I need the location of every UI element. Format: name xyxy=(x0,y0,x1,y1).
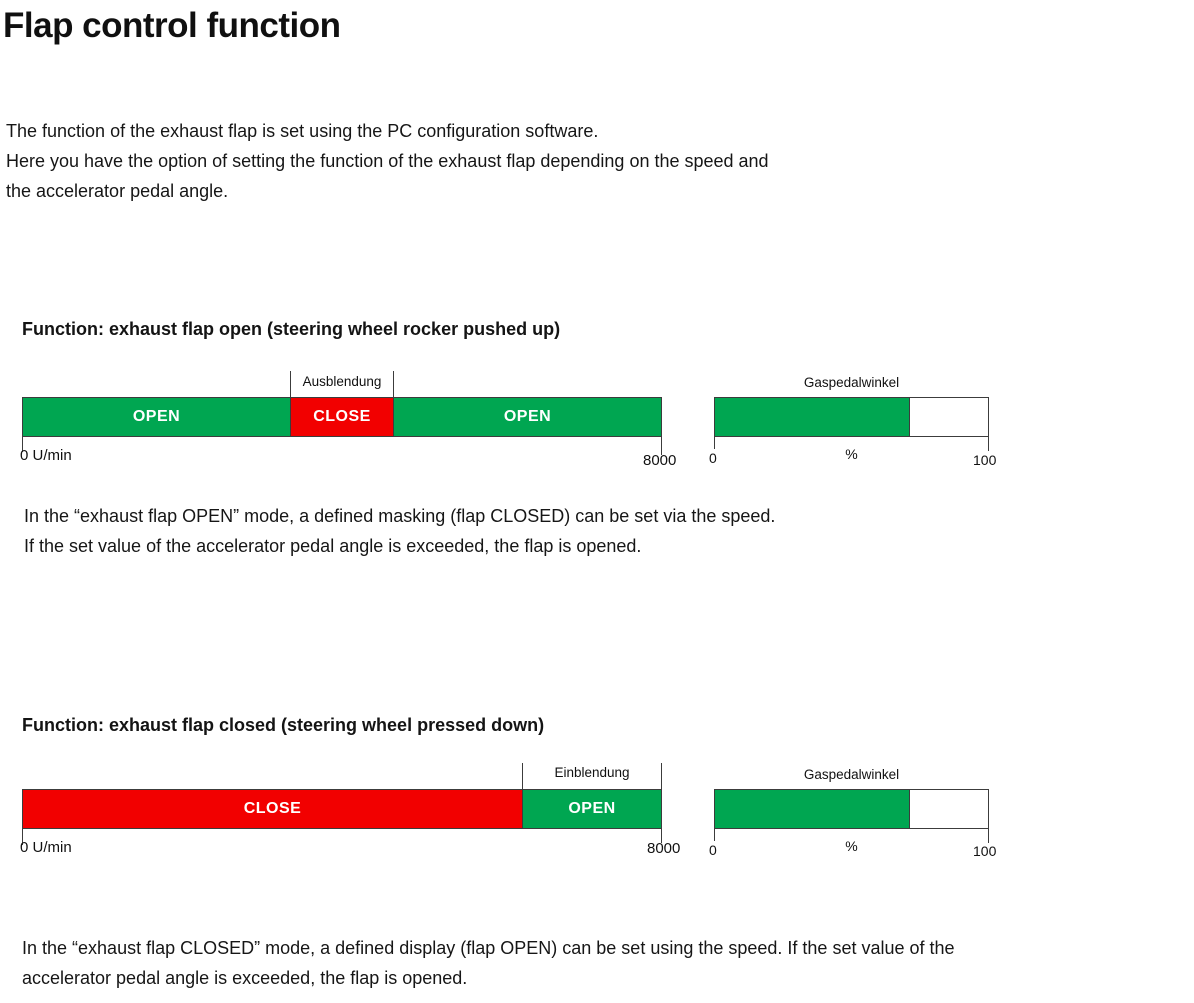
pedal-axis-end: 100 xyxy=(973,452,997,468)
pedal-axis-mid: % xyxy=(845,446,858,462)
pedal-axis-tick-end xyxy=(988,828,989,843)
axis-tick-start xyxy=(22,828,23,845)
gaspedalwinkel-label: Gaspedalwinkel xyxy=(803,375,900,390)
axis-tick-end xyxy=(661,828,662,843)
section-close-heading: Function: exhaust flap closed (steering … xyxy=(22,715,545,735)
pedal-axis-end: 100 xyxy=(973,843,997,859)
page-title: Flap control function xyxy=(3,6,341,45)
ausblendung-label: Ausblendung xyxy=(302,374,382,389)
bar-segment-open: OPEN xyxy=(522,790,661,828)
pedal-bar-fill xyxy=(715,398,910,436)
segment-label: CLOSE xyxy=(313,408,371,425)
pedal-bar-fill xyxy=(715,790,910,828)
pedal-axis-mid: % xyxy=(845,838,858,854)
display-start-tick xyxy=(522,763,523,789)
segment-label: OPEN xyxy=(503,408,552,425)
caption-open: In the “exhaust flap OPEN” mode, a defin… xyxy=(24,506,776,556)
pedal-axis-start: 0 xyxy=(709,450,717,466)
bar-segment-open: OPEN xyxy=(393,398,661,436)
bar-segment-close: CLOSE xyxy=(23,790,522,828)
mask-end-tick xyxy=(393,371,394,397)
axis-tick-start xyxy=(22,436,23,452)
speed-bar-close: CLOSE OPEN xyxy=(22,789,662,829)
axis-label-end: 8000 xyxy=(643,452,677,469)
segment-label: CLOSE xyxy=(243,800,302,817)
pedal-bar-close xyxy=(714,789,989,829)
segment-label: OPEN xyxy=(568,800,616,817)
pedal-axis-tick-start xyxy=(714,828,715,841)
pedal-bar-open xyxy=(714,397,989,437)
axis-label-start: 0 U/min xyxy=(20,447,72,464)
axis-tick-end xyxy=(661,436,662,455)
caption-close: In the “exhaust flap CLOSED” mode, a def… xyxy=(22,938,955,988)
section-open-heading: Function: exhaust flap open (steering wh… xyxy=(22,319,561,339)
pedal-axis-tick-start xyxy=(714,436,715,449)
bar-segment-open: OPEN xyxy=(23,398,290,436)
pedal-axis-tick-end xyxy=(988,436,989,451)
bar-segment-close: CLOSE xyxy=(290,398,393,436)
axis-label-start: 0 U/min xyxy=(20,839,72,856)
gaspedalwinkel-label: Gaspedalwinkel xyxy=(803,767,900,782)
segment-label: OPEN xyxy=(132,408,181,425)
display-end-tick xyxy=(661,763,662,789)
einblendung-label: Einblendung xyxy=(554,765,630,780)
speed-bar-open: OPEN CLOSE OPEN xyxy=(22,397,662,437)
pedal-axis-start: 0 xyxy=(709,842,717,858)
intro-paragraph: The function of the exhaust flap is set … xyxy=(6,121,769,201)
axis-label-end: 8000 xyxy=(647,840,681,857)
mask-start-tick xyxy=(290,371,291,397)
